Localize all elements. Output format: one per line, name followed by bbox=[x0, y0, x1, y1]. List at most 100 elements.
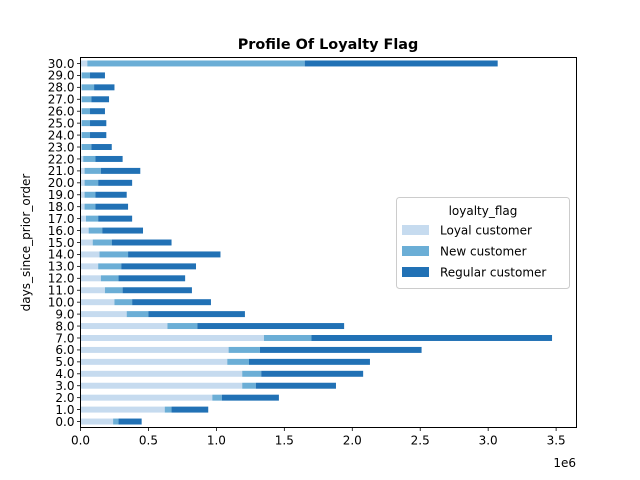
y-axis-label: days_since_prior_order bbox=[19, 174, 33, 312]
bar-segment bbox=[91, 96, 110, 103]
bar-segment bbox=[118, 418, 142, 425]
bar-segment bbox=[81, 120, 91, 127]
bar-segment bbox=[113, 418, 119, 425]
bar-segment bbox=[81, 96, 92, 103]
bar-segment bbox=[98, 263, 122, 270]
bar-segment bbox=[102, 227, 144, 234]
y-tick-label: 5.0 bbox=[55, 355, 74, 369]
y-tick-label: 18.0 bbox=[48, 200, 75, 214]
bar-segment bbox=[164, 406, 172, 413]
bar-segment bbox=[80, 370, 243, 377]
bar-segment bbox=[304, 60, 498, 67]
y-tick-label: 1.0 bbox=[55, 403, 74, 417]
bar-segment bbox=[126, 311, 149, 318]
bars-group bbox=[80, 60, 553, 425]
legend-title: loyalty_flag bbox=[449, 204, 518, 218]
bar-segment bbox=[171, 406, 209, 413]
y-tick-label: 14.0 bbox=[48, 248, 75, 262]
bar-segment bbox=[80, 60, 88, 67]
bar-segment bbox=[80, 191, 85, 198]
bar-segment bbox=[80, 299, 115, 306]
x-tick-label: 1.5 bbox=[275, 434, 294, 448]
y-tick-label: 21.0 bbox=[48, 164, 75, 178]
y-tick-label: 30.0 bbox=[48, 57, 75, 71]
y-tick-label: 7.0 bbox=[55, 331, 74, 345]
bar-segment bbox=[80, 72, 82, 79]
bar-segment bbox=[80, 132, 82, 139]
y-tick-label: 27.0 bbox=[48, 93, 75, 107]
bar-segment bbox=[100, 275, 119, 282]
bar-segment bbox=[84, 191, 96, 198]
bar-segment bbox=[259, 346, 422, 353]
bar-segment bbox=[88, 227, 103, 234]
bar-segment bbox=[311, 335, 553, 341]
bar-segment bbox=[197, 323, 345, 330]
bar-segment bbox=[80, 287, 105, 294]
y-tick-label: 26.0 bbox=[48, 105, 75, 119]
bar-segment bbox=[118, 275, 186, 282]
y-tick-label: 24.0 bbox=[48, 128, 75, 142]
bar-segment bbox=[98, 179, 133, 186]
bar-segment bbox=[242, 382, 256, 389]
legend-swatch bbox=[402, 225, 429, 235]
bar-segment bbox=[81, 144, 92, 150]
bar-segment bbox=[94, 84, 115, 91]
x-tick-label: 3.5 bbox=[547, 434, 566, 448]
bar-segment bbox=[90, 120, 107, 127]
y-tick-label: 16.0 bbox=[48, 224, 75, 238]
x-tick-label: 0.0 bbox=[71, 434, 90, 448]
y-tick-label: 25.0 bbox=[48, 116, 75, 130]
y-tick-label: 10.0 bbox=[48, 295, 75, 309]
y-tick-label: 22.0 bbox=[48, 152, 75, 166]
bar-segment bbox=[83, 155, 96, 162]
bar-segment bbox=[91, 144, 112, 150]
y-tick-label: 28.0 bbox=[48, 81, 75, 95]
bar-segment bbox=[249, 358, 370, 365]
bar-segment bbox=[80, 203, 85, 210]
y-tick-label: 15.0 bbox=[48, 236, 75, 250]
y-tick-label: 4.0 bbox=[55, 367, 74, 381]
y-tick-label: 29.0 bbox=[48, 69, 75, 83]
legend-frame bbox=[396, 197, 570, 289]
bar-segment bbox=[261, 370, 364, 377]
y-tick-label: 2.0 bbox=[55, 391, 74, 405]
bar-segment bbox=[98, 215, 133, 222]
bar-segment bbox=[100, 167, 141, 174]
y-tick-label: 20.0 bbox=[48, 176, 75, 190]
x-tick-label: 1.0 bbox=[207, 434, 226, 448]
y-tick-label: 6.0 bbox=[55, 343, 74, 357]
bar-segment bbox=[90, 132, 107, 139]
legend: loyalty_flag Loyal customer New customer R… bbox=[396, 197, 570, 289]
bar-segment bbox=[122, 287, 192, 294]
y-tick-label: 8.0 bbox=[55, 319, 74, 333]
x-tick-label: 2.5 bbox=[411, 434, 430, 448]
legend-entry-label: New customer bbox=[440, 245, 527, 259]
chart-title: Profile Of Loyalty Flag bbox=[238, 37, 419, 53]
bar-segment bbox=[80, 120, 82, 127]
bar-segment bbox=[80, 84, 82, 91]
x-tick-label: 0.5 bbox=[139, 434, 158, 448]
y-tick-label: 11.0 bbox=[48, 284, 75, 298]
bar-segment bbox=[263, 335, 312, 341]
bar-segment bbox=[148, 311, 245, 318]
bar-segment bbox=[80, 394, 213, 401]
bar-segment bbox=[80, 335, 264, 341]
x-tick-label: 3.0 bbox=[479, 434, 498, 448]
bar-segment bbox=[80, 167, 85, 174]
bar-segment bbox=[80, 358, 228, 365]
bar-segment bbox=[242, 370, 262, 377]
bar-segment bbox=[80, 96, 82, 103]
bar-segment bbox=[221, 394, 279, 401]
x-axis-ticks: 0.0 0.5 1.0 1.5 2.0 2.5 3.0 3.5 bbox=[71, 427, 566, 448]
bar-segment bbox=[80, 239, 93, 246]
bar-segment bbox=[114, 299, 133, 306]
bar-segment bbox=[255, 382, 336, 389]
bar-segment bbox=[84, 203, 96, 210]
bar-segment bbox=[87, 60, 305, 67]
bar-segment bbox=[227, 358, 250, 365]
bar-segment bbox=[84, 179, 99, 186]
y-tick-label: 13.0 bbox=[48, 260, 75, 274]
bar-segment bbox=[81, 132, 91, 139]
legend-entry-label: Loyal customer bbox=[440, 224, 532, 238]
